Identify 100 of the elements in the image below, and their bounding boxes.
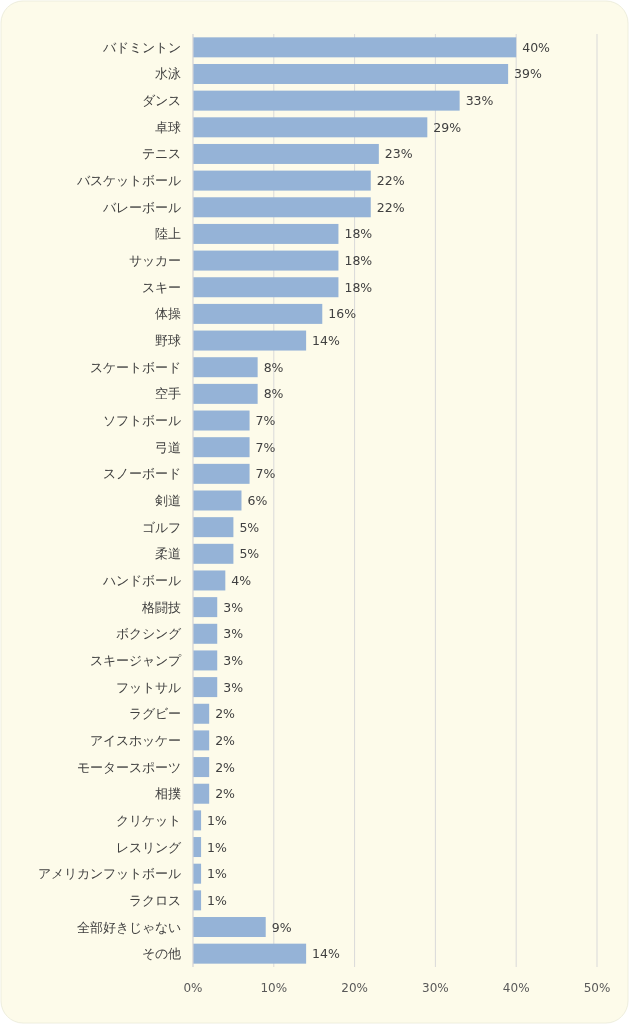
y-tick-label: ハンドボール — [102, 572, 181, 588]
x-tick-label: 20% — [341, 981, 368, 995]
data-label: 8% — [263, 359, 284, 375]
x-tick-label: 30% — [422, 981, 449, 995]
y-tick-label: 柔道 — [155, 546, 181, 562]
data-label: 29% — [433, 119, 462, 135]
data-label: 18% — [344, 226, 373, 242]
y-tick-label: 体操 — [155, 306, 181, 322]
y-tick-label: ラクロス — [129, 892, 181, 908]
y-tick-label: バスケットボール — [76, 173, 181, 189]
data-label: 7% — [255, 413, 276, 429]
bar — [193, 330, 307, 351]
y-tick-label: 全部好きじゃない — [77, 919, 181, 935]
bar — [193, 63, 509, 84]
y-tick-label: 相撲 — [155, 786, 181, 802]
y-tick-label: アメリカンフットボール — [38, 866, 181, 882]
y-tick-label: スケートボード — [90, 359, 181, 375]
y-tick-label: フットサル — [116, 679, 181, 695]
y-tick-label: モータースポーツ — [77, 759, 181, 775]
data-label: 18% — [344, 279, 373, 295]
data-label: 1% — [207, 839, 228, 855]
bar — [193, 437, 250, 458]
y-tick-label: サッカー — [129, 253, 181, 269]
bar — [193, 623, 218, 644]
y-tick-label: ゴルフ — [142, 519, 181, 535]
y-tick-label: アイスホッケー — [90, 732, 181, 748]
bar — [193, 410, 250, 431]
data-label: 1% — [207, 812, 228, 828]
bar — [193, 37, 517, 58]
data-label: 7% — [255, 466, 276, 482]
bar — [193, 277, 339, 298]
data-label: 18% — [344, 253, 373, 269]
y-tick-label: バレーボール — [102, 199, 181, 215]
data-label: 1% — [207, 892, 228, 908]
y-tick-label: テニス — [142, 146, 181, 162]
bar — [193, 143, 379, 164]
y-tick-label: 剣道 — [155, 493, 181, 508]
bar — [193, 943, 307, 964]
y-tick-label: 陸上 — [155, 226, 181, 242]
x-tick-label: 0% — [183, 981, 203, 995]
data-label: 16% — [328, 306, 357, 322]
bar — [193, 250, 339, 271]
data-label: 39% — [514, 66, 543, 82]
data-label: 5% — [239, 519, 260, 535]
bar — [193, 677, 218, 698]
y-tick-label: ボクシング — [116, 626, 182, 642]
y-tick-label: ラグビー — [129, 706, 181, 722]
y-tick-label: バドミントン — [102, 39, 181, 55]
data-label: 3% — [223, 626, 244, 642]
bar — [193, 357, 258, 378]
data-label: 7% — [255, 439, 276, 455]
data-label: 2% — [215, 706, 236, 722]
bar — [193, 303, 323, 324]
bar — [193, 463, 250, 484]
data-label: 3% — [223, 652, 244, 668]
bar — [193, 783, 210, 804]
data-label: 6% — [247, 493, 268, 508]
bar — [193, 543, 234, 564]
data-label: 4% — [231, 572, 252, 588]
y-tick-label: 野球 — [155, 333, 181, 349]
data-label: 2% — [215, 759, 236, 775]
bar — [193, 757, 210, 778]
y-tick-label: 卓球 — [155, 119, 181, 135]
data-label: 8% — [263, 386, 284, 402]
data-label: 3% — [223, 599, 244, 615]
x-tick-label: 50% — [583, 981, 611, 995]
data-label: 2% — [215, 786, 236, 802]
data-label: 33% — [465, 93, 494, 109]
y-tick-label: ソフトボール — [103, 413, 181, 429]
bar — [193, 917, 266, 938]
y-tick-label: その他 — [142, 946, 181, 962]
bar — [193, 490, 242, 511]
data-label: 2% — [215, 732, 236, 748]
bar — [193, 383, 258, 404]
bar — [193, 570, 226, 591]
bar — [193, 597, 218, 618]
bar — [193, 650, 218, 671]
data-label: 22% — [376, 173, 405, 189]
bar — [193, 703, 210, 724]
data-label: 5% — [239, 546, 260, 562]
y-tick-label: 空手 — [155, 386, 181, 402]
y-tick-label: 弓道 — [155, 439, 181, 455]
y-tick-label: スノーボード — [103, 466, 181, 482]
y-tick-label: スキー — [142, 279, 181, 295]
x-tick-label: 10% — [260, 981, 288, 995]
y-tick-label: レスリング — [116, 839, 182, 855]
bar — [193, 197, 371, 218]
data-label: 14% — [312, 946, 341, 962]
y-tick-label: ダンス — [142, 93, 181, 109]
bar — [193, 223, 339, 244]
data-label: 1% — [207, 866, 228, 882]
data-label: 22% — [376, 199, 405, 215]
data-label: 3% — [223, 679, 244, 695]
y-tick-label: 水泳 — [155, 66, 181, 82]
y-tick-label: クリケット — [116, 812, 181, 828]
bar — [193, 517, 234, 538]
data-label: 23% — [384, 146, 413, 162]
y-tick-label: スキージャンプ — [90, 652, 182, 668]
y-tick-label: 格闘技 — [141, 599, 181, 615]
x-tick-label: 40% — [502, 981, 530, 995]
